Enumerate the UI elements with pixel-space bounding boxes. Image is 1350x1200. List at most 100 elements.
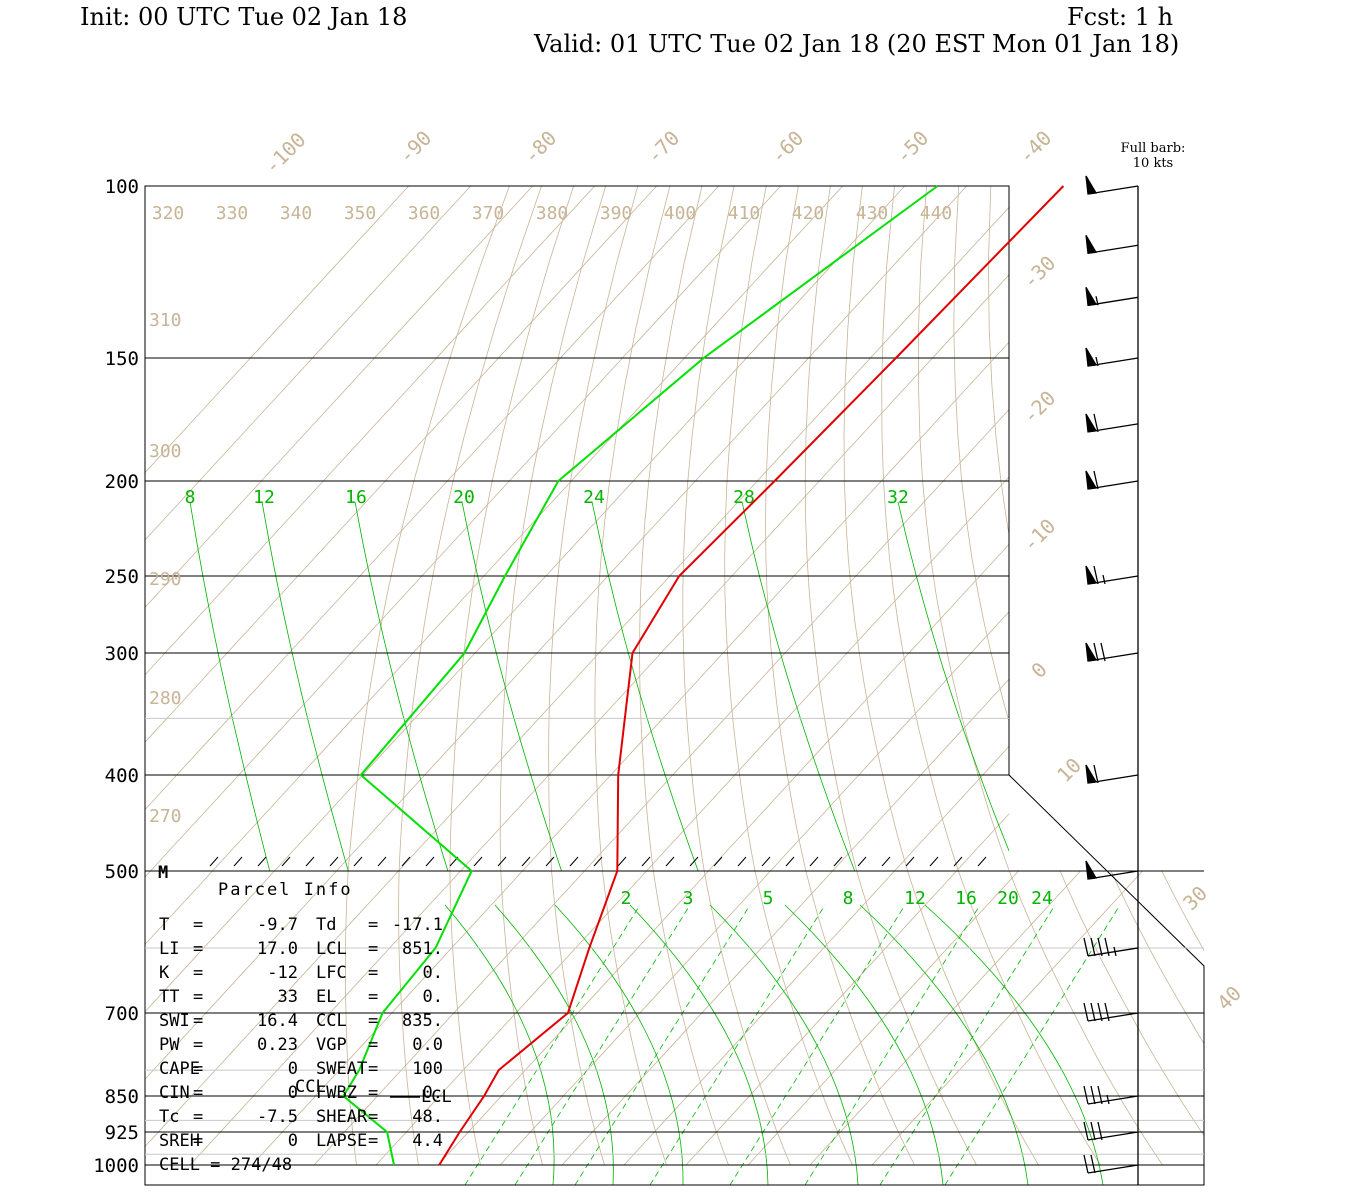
dry-adiabat-line: [724, 186, 767, 871]
parcel-info-cell: PW: [159, 1035, 180, 1055]
parcel-info-cell: 851.: [402, 939, 443, 959]
parcel-info-cell: -9.7: [257, 915, 298, 935]
isotherm-line: [145, 871, 967, 1166]
hatch-mark: [545, 856, 555, 867]
hatch-mark: [857, 856, 867, 867]
barb-feather: [1097, 937, 1103, 957]
moist-adiabat-line: [354, 501, 449, 871]
isotherm-label: -80: [519, 126, 562, 169]
barb-feather: [1090, 1121, 1096, 1141]
barb-shaft: [1087, 1164, 1139, 1174]
barb-feather: [1083, 1085, 1089, 1105]
wind-barb: [1085, 347, 1139, 367]
isotherm-line: [872, 186, 1350, 1165]
dry-adiabat-line: [1183, 186, 1350, 1165]
isotherm-line: [623, 871, 1204, 1166]
hatch-mark: [281, 856, 291, 867]
parcel-info-cell: 0.: [423, 963, 443, 983]
hatch-mark: [305, 856, 315, 867]
moist-adiabat-line: [784, 904, 944, 1185]
isentrope-label: 390: [600, 203, 633, 224]
hatch-mark: [689, 856, 699, 867]
barb-flag: [1085, 860, 1098, 880]
mixing-ratio-label: 24: [583, 487, 605, 508]
hatch-mark: [617, 856, 627, 867]
hatch-mark: [425, 856, 435, 867]
dry-adiabat-line: [987, 871, 1204, 1166]
diagram-frame: [144, 185, 1205, 1186]
barb-feather: [1083, 1121, 1089, 1141]
wind-barb: [1083, 1154, 1139, 1174]
moist-adiabat-line: [924, 904, 1104, 1185]
parcel-info-cell: LFC: [316, 963, 347, 983]
parcel-info-cell: K: [159, 963, 170, 983]
mixing-ratio-line: [879, 904, 1056, 1185]
hatch-mark: [833, 856, 843, 867]
isotherm-line: [685, 871, 1204, 1166]
dry-adiabat-line: [1118, 871, 1204, 1166]
wind-barb: [1085, 860, 1139, 880]
isentrope-label: 290: [149, 569, 182, 590]
barb-feather: [1093, 413, 1099, 433]
barb-feather: [1097, 1085, 1103, 1105]
parcel-info-cell: FWBZ: [316, 1083, 357, 1103]
barb-shaft: [1087, 1095, 1139, 1105]
parcel-info-cell: =: [368, 1011, 378, 1031]
parcel-info-cell: 0: [288, 1083, 298, 1103]
parcel-info-cell: 48.: [412, 1107, 443, 1127]
dry-adiabat-line: [1119, 186, 1350, 1165]
isotherm-label: -60: [766, 126, 809, 169]
dry-adiabat-line: [953, 871, 1204, 1166]
wind-barbs: [1083, 175, 1139, 1185]
parcel-info-title: Parcel Info: [218, 880, 353, 900]
isobar-lines: [145, 185, 1204, 1166]
moist-adiabat-line: [189, 501, 271, 871]
isotherm-line: [810, 186, 1350, 1165]
hatch-mark: [977, 856, 987, 867]
moist-adiabat-line: [629, 904, 769, 1185]
dry-adiabat-line: [1055, 186, 1350, 1165]
mixing-ratio-line: [649, 904, 826, 1185]
parcel-info-cell: =: [193, 1035, 203, 1055]
parcel-info-cell: SHEAR: [316, 1107, 368, 1127]
barb-feather: [1097, 1121, 1103, 1141]
barb-legend-line1: Full barb:: [1121, 141, 1186, 156]
barb-half-feather: [1095, 356, 1099, 367]
mixing-ratio-line: [464, 904, 641, 1185]
parcel-info-cell: LAPSE: [316, 1131, 367, 1151]
parcel-info-cell: =: [368, 987, 378, 1007]
parcel-info-cell: Td: [316, 915, 336, 935]
mixing-ratio-label: 8: [843, 888, 854, 909]
isotherm-line: [955, 813, 1009, 871]
temperature-profile-line: [438, 185, 1065, 1166]
mixing-ratio-label: 16: [955, 888, 977, 909]
dry-adiabat-line: [881, 871, 1101, 1166]
moist-adiabat-line: [709, 904, 859, 1185]
isotherm-label: -70: [642, 126, 685, 169]
wind-barb: [1085, 413, 1139, 433]
dry-adiabat-line: [1150, 871, 1204, 1166]
isentrope-label: 430: [856, 203, 889, 224]
parcel-info-cell: 16.4: [257, 1011, 298, 1031]
parcel-info-panel: Parcel Info T = -9.7 Td = -17.1 LI = 17.0 LCL = 851.…: [158, 863, 452, 1175]
mixing-ratio-line: [804, 904, 981, 1185]
hatch-mark: [377, 856, 387, 867]
hatch-mark: [353, 856, 363, 867]
forecast-hour: Fcst: 1 h: [1067, 3, 1173, 31]
wind-barb: [1085, 470, 1139, 490]
parcel-info-cell: =: [193, 1083, 203, 1103]
mixing-ratio-line: [944, 904, 1121, 1185]
parcel-info-cell: 0: [288, 1059, 298, 1079]
sounding-profiles: [342, 185, 1065, 1166]
parcel-info-cell: =: [193, 963, 203, 983]
parcel-info-cell: =: [368, 939, 378, 959]
barb-feather: [1104, 1002, 1110, 1022]
dry-adiabat-line: [765, 871, 915, 1166]
dry-adiabat-line: [1087, 186, 1350, 1165]
moist-adiabat-line: [461, 501, 562, 871]
barb-feather: [1093, 642, 1099, 662]
barb-feather: [1093, 470, 1099, 490]
dry-adiabat-line: [765, 186, 807, 871]
parcel-info-cell: =: [193, 1107, 203, 1127]
pressure-label: 300: [105, 643, 139, 665]
